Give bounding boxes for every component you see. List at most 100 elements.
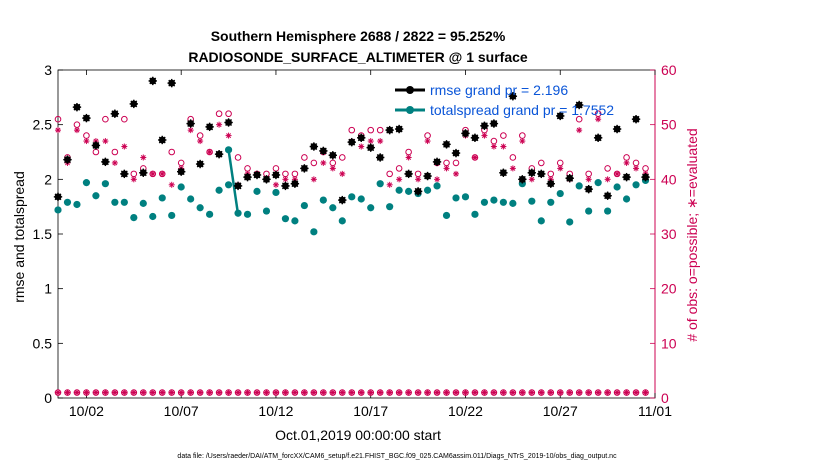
evaluated-obs-point <box>301 389 308 396</box>
evaluated-obs-point <box>481 389 488 396</box>
totalspread-point <box>253 187 261 195</box>
possible-obs-point <box>500 132 507 139</box>
y-tick-label-left: 0.5 <box>33 335 53 351</box>
totalspread-point <box>177 183 185 191</box>
rmse-point-star <box>574 100 584 110</box>
rmse-point-star <box>82 113 91 123</box>
chart-title-line2: RADIOSONDE_SURFACE_ALTIMETER @ 1 surface <box>188 49 528 65</box>
possible-obs-point <box>301 154 308 161</box>
evaluated-obs-point <box>386 181 393 188</box>
totalspread-point <box>63 198 72 206</box>
rmse-point-star <box>641 172 650 182</box>
totalspread-point <box>272 188 280 197</box>
evaluated-obs-point <box>140 389 147 396</box>
possible-obs-point <box>367 126 375 134</box>
rmse-point-star <box>451 148 461 158</box>
totalspread-point <box>300 201 308 210</box>
possible-obs-point <box>405 148 412 156</box>
rmse-point-star <box>518 175 527 184</box>
rmse-point-star <box>593 133 603 142</box>
rmse-point-star <box>508 92 518 101</box>
rmse-point-star <box>603 191 612 200</box>
totalspread-point <box>452 194 460 202</box>
evaluated-obs-point <box>320 159 327 166</box>
rmse-point-star <box>176 167 186 176</box>
x-tick-label: 11/01 <box>638 403 672 419</box>
totalspread-point <box>130 214 138 222</box>
evaluated-obs-point <box>557 165 564 172</box>
rmse-point-star <box>499 168 508 177</box>
rmse-point-star <box>319 146 328 156</box>
evaluated-obs-point <box>225 389 232 396</box>
possible-obs-point <box>130 170 138 178</box>
totalspread-point <box>73 200 81 209</box>
possible-obs-point <box>73 121 81 128</box>
evaluated-obs-point <box>55 127 61 134</box>
rmse-point-star <box>252 170 262 180</box>
evaluated-obs-point <box>178 389 185 396</box>
possible-obs-point <box>102 115 109 123</box>
totalspread-point <box>158 194 166 202</box>
possible-obs-point <box>196 132 204 139</box>
rmse-point-star <box>309 142 319 151</box>
evaluated-obs-point <box>55 389 61 396</box>
possible-obs-point <box>348 126 356 134</box>
rmse-point-star <box>186 119 195 128</box>
rmse-point-star <box>546 179 555 188</box>
totalspread-point <box>357 195 365 203</box>
y-tick-label-right: 60 <box>661 62 677 78</box>
totalspread-point <box>139 199 147 207</box>
rmse-point-star <box>461 129 470 138</box>
rmse-point-star <box>139 168 148 177</box>
possible-obs-point <box>244 165 251 172</box>
possible-obs-point <box>177 159 185 167</box>
totalspread-point <box>54 206 62 214</box>
evaluated-obs-point <box>140 154 147 161</box>
possible-obs-point <box>329 159 337 167</box>
y-tick-label-left: 2 <box>44 171 52 187</box>
evaluated-obs-point <box>130 176 137 183</box>
rmse-point-star <box>394 124 404 134</box>
evaluated-obs-point <box>490 143 497 150</box>
rmse-point-star <box>195 159 205 169</box>
totalspread-point <box>291 217 299 225</box>
possible-obs-point <box>490 137 498 145</box>
evaluated-obs-point <box>83 138 90 145</box>
evaluated-obs-point <box>272 181 279 188</box>
evaluated-obs-point <box>102 389 109 396</box>
possible-obs-point <box>215 110 223 118</box>
evaluated-obs-point <box>367 138 374 145</box>
evaluated-obs-point <box>83 389 90 396</box>
legend-rmse-label: rmse grand pr = 2.196 <box>430 82 568 98</box>
rmse-point-star <box>357 133 366 142</box>
possible-obs-point <box>537 159 545 167</box>
possible-obs-point <box>272 165 280 172</box>
legend-spread-marker <box>406 106 414 114</box>
rmse-point-star <box>148 76 157 86</box>
evaluated-obs-point <box>121 143 128 150</box>
x-tick-label: 10/02 <box>69 403 104 419</box>
evaluated-obs-point <box>320 389 327 396</box>
possible-obs-point <box>509 154 517 161</box>
evaluated-obs-point <box>405 154 412 161</box>
rmse-point-star <box>423 171 432 181</box>
evaluated-obs-point <box>424 138 431 145</box>
rmse-point-star <box>584 184 593 194</box>
evaluated-obs-point <box>73 127 80 134</box>
plot-area: 10/02 10/07 10/12 10/17 10/22 10/27 11/0100.51… <box>33 62 677 419</box>
totalspread-point <box>471 210 479 218</box>
x-tick-label: 10/17 <box>353 403 388 419</box>
possible-obs-point <box>556 159 564 167</box>
totalspread-point <box>604 207 612 215</box>
totalspread-point <box>537 217 545 225</box>
possible-obs-point <box>111 148 119 156</box>
y-tick-label-right: 50 <box>661 117 677 133</box>
evaluated-obs-point <box>633 165 640 172</box>
y-axis-right-label: # of obs: o=possible; ∗=evaluated <box>684 128 700 341</box>
rmse-point-star <box>385 125 394 135</box>
evaluated-obs-point <box>614 389 621 396</box>
possible-obs-point <box>414 170 422 178</box>
evaluated-obs-point <box>216 121 223 128</box>
evaluated-obs-point <box>547 389 554 396</box>
evaluated-obs-point <box>254 389 260 396</box>
